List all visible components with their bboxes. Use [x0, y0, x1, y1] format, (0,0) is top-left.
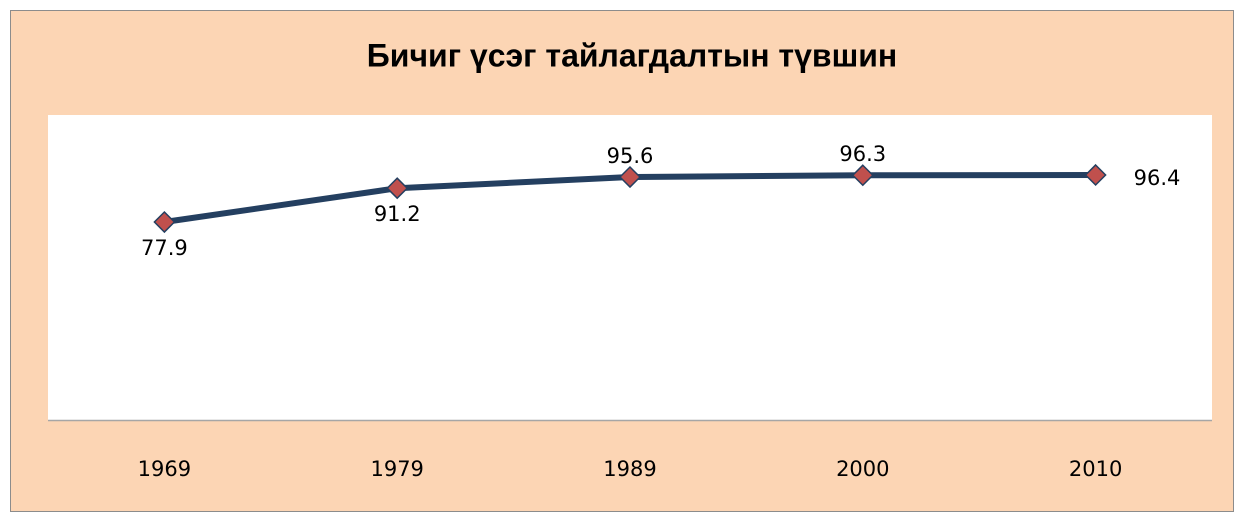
marker: [1084, 163, 1107, 187]
x-tick-label: 1979: [370, 457, 423, 481]
data-label: 91.2: [374, 202, 421, 226]
data-label: 95.6: [607, 144, 654, 168]
marker: [153, 210, 176, 234]
marker: [851, 164, 874, 187]
data-label: 96.4: [1134, 166, 1181, 190]
x-tick-label: 1969: [138, 457, 191, 481]
x-tick-label: 2010: [1069, 457, 1122, 481]
marker: [618, 165, 642, 189]
data-label: 77.9: [141, 236, 188, 260]
marker: [386, 177, 409, 200]
chart-title: Бичиг үсэг тайлагдалтын түвшин: [367, 37, 897, 73]
plot-area: [48, 115, 1212, 420]
x-tick-label: 1989: [603, 457, 656, 481]
x-tick-label: 2000: [836, 457, 889, 481]
data-label: 96.3: [839, 142, 886, 166]
